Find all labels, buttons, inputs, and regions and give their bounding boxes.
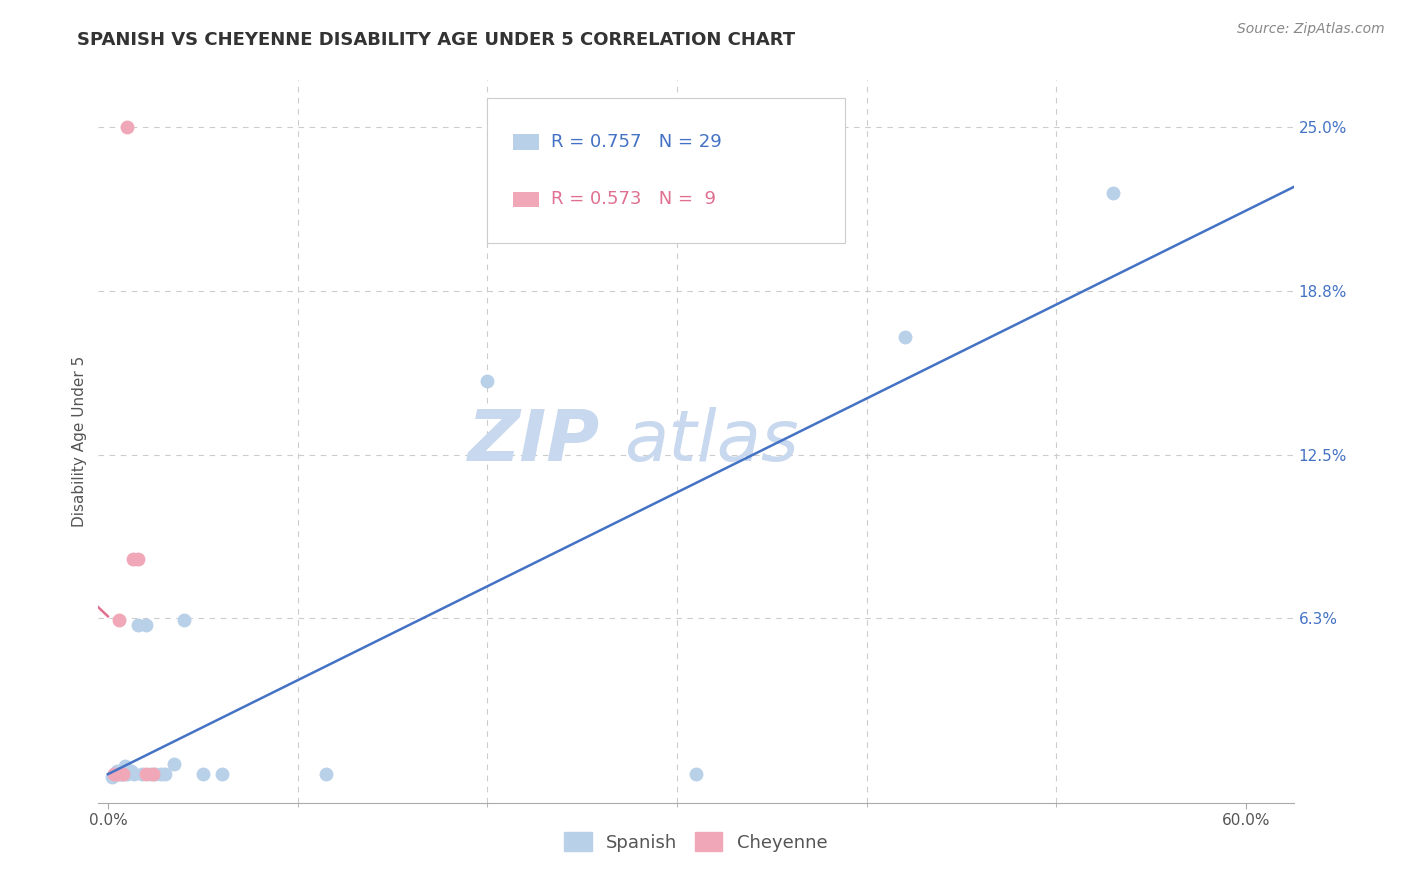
Point	[1102, 186, 1125, 200]
Point	[893, 330, 915, 344]
Point	[100, 770, 122, 784]
Text: atlas: atlas	[624, 407, 799, 476]
Text: R = 0.573   N =  9: R = 0.573 N = 9	[551, 191, 717, 209]
Point	[112, 767, 135, 781]
Point	[104, 767, 127, 781]
Point	[103, 767, 125, 781]
Point	[121, 552, 143, 566]
Point	[120, 764, 142, 779]
Text: SPANISH VS CHEYENNE DISABILITY AGE UNDER 5 CORRELATION CHART: SPANISH VS CHEYENNE DISABILITY AGE UNDER…	[77, 31, 796, 49]
FancyBboxPatch shape	[513, 134, 540, 150]
Text: ZIP: ZIP	[468, 407, 600, 476]
Point	[105, 764, 128, 779]
Point	[131, 767, 153, 781]
Point	[108, 767, 131, 781]
Point	[108, 613, 131, 627]
FancyBboxPatch shape	[486, 98, 845, 243]
Point	[173, 613, 195, 627]
Point	[143, 767, 166, 781]
Point	[112, 767, 135, 781]
Point	[315, 767, 337, 781]
Point	[211, 767, 233, 781]
Point	[112, 767, 135, 781]
Point	[135, 617, 157, 632]
Point	[685, 767, 707, 781]
Point	[135, 767, 157, 781]
Point	[110, 767, 132, 781]
Text: R = 0.757   N = 29: R = 0.757 N = 29	[551, 133, 723, 151]
Point	[138, 767, 160, 781]
Y-axis label: Disability Age Under 5: Disability Age Under 5	[72, 356, 87, 527]
Point	[127, 617, 149, 632]
Point	[142, 767, 165, 781]
Point	[477, 375, 499, 389]
Point	[191, 767, 214, 781]
Point	[127, 552, 149, 566]
Point	[103, 767, 125, 781]
Point	[150, 767, 173, 781]
Point	[105, 767, 128, 781]
Point	[163, 756, 186, 771]
FancyBboxPatch shape	[513, 192, 540, 208]
Point	[114, 759, 136, 773]
Point	[115, 120, 138, 135]
Text: Source: ZipAtlas.com: Source: ZipAtlas.com	[1237, 22, 1385, 37]
Point	[124, 767, 146, 781]
Point	[105, 767, 128, 781]
Point	[115, 767, 138, 781]
Point	[153, 767, 176, 781]
Legend: Spanish, Cheyenne: Spanish, Cheyenne	[557, 825, 835, 859]
